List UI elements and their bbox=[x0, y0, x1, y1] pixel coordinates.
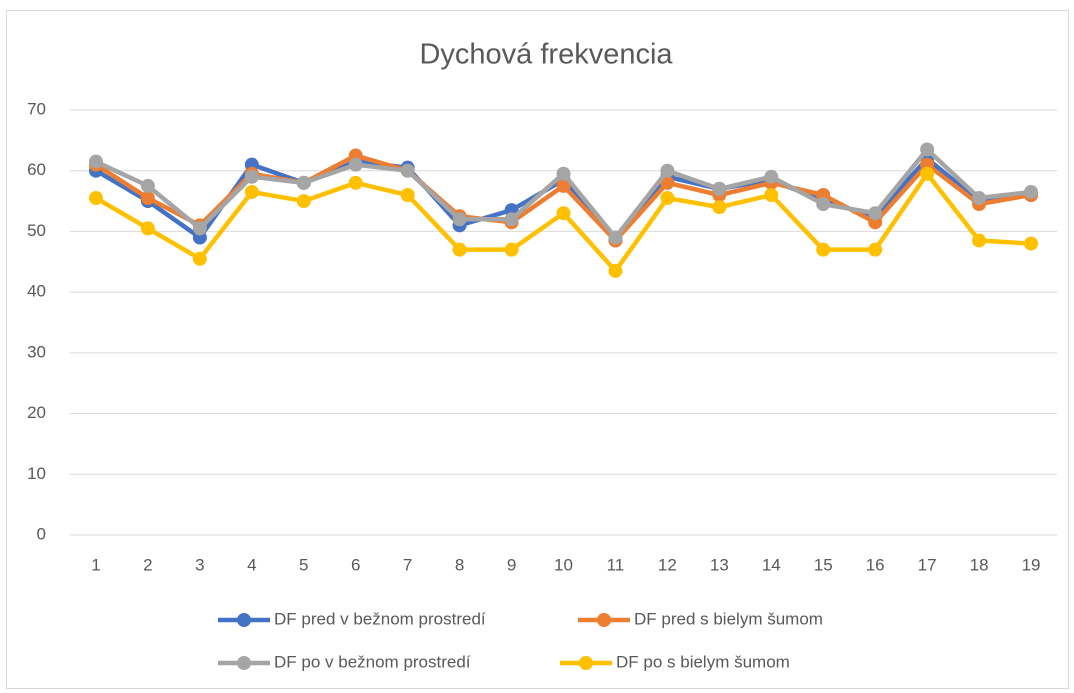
data-point bbox=[296, 175, 311, 190]
data-point bbox=[556, 206, 571, 221]
data-point bbox=[88, 191, 103, 206]
data-point bbox=[608, 230, 623, 245]
legend-marker bbox=[597, 613, 611, 627]
data-point bbox=[712, 181, 727, 196]
x-tick-label: 17 bbox=[918, 555, 937, 574]
data-point bbox=[192, 221, 207, 236]
y-tick-label: 40 bbox=[27, 282, 46, 301]
legend-label: DF po v bežnom prostredí bbox=[274, 652, 471, 671]
data-point bbox=[348, 175, 363, 190]
data-point bbox=[504, 242, 519, 257]
chart-title: Dychová frekvencia bbox=[419, 39, 673, 71]
legend-label: DF pred v bežnom prostredí bbox=[274, 609, 486, 628]
x-tick-label: 5 bbox=[299, 555, 308, 574]
data-point bbox=[504, 212, 519, 227]
data-point bbox=[140, 178, 155, 193]
data-point bbox=[452, 242, 467, 257]
legend-label: DF po s bielym šumom bbox=[616, 652, 790, 671]
data-point bbox=[972, 233, 987, 248]
data-point bbox=[1024, 236, 1039, 251]
data-point bbox=[244, 169, 259, 184]
data-point bbox=[920, 166, 935, 181]
data-point bbox=[556, 178, 571, 193]
x-tick-label: 10 bbox=[554, 555, 573, 574]
data-point bbox=[712, 200, 727, 215]
data-point bbox=[660, 191, 675, 206]
x-tick-label: 11 bbox=[607, 555, 625, 574]
x-tick-label: 4 bbox=[247, 555, 256, 574]
data-point bbox=[296, 194, 311, 209]
x-tick-label: 7 bbox=[403, 555, 412, 574]
x-tick-label: 2 bbox=[143, 555, 152, 574]
chart-frame bbox=[6, 10, 1069, 689]
data-point bbox=[816, 242, 831, 257]
x-tick-label: 16 bbox=[866, 555, 885, 574]
data-point bbox=[400, 188, 415, 202]
x-tick-label: 19 bbox=[1022, 555, 1041, 574]
y-tick-label: 50 bbox=[27, 221, 46, 240]
y-tick-label: 20 bbox=[27, 403, 46, 422]
x-tick-label: 18 bbox=[970, 555, 989, 574]
x-tick-label: 8 bbox=[455, 555, 464, 574]
data-point bbox=[88, 154, 103, 169]
x-tick-label: 3 bbox=[195, 555, 204, 574]
data-point bbox=[660, 163, 675, 178]
data-point bbox=[140, 191, 155, 206]
data-point bbox=[140, 221, 155, 236]
data-point bbox=[816, 197, 831, 212]
data-point bbox=[348, 157, 363, 172]
legend-marker bbox=[579, 656, 593, 670]
data-point bbox=[452, 212, 467, 227]
data-point bbox=[244, 184, 259, 199]
x-tick-label: 1 bbox=[91, 555, 100, 574]
x-tick-label: 14 bbox=[762, 555, 781, 574]
data-point bbox=[920, 142, 935, 157]
x-tick-label: 15 bbox=[814, 555, 833, 574]
x-tick-label: 12 bbox=[658, 555, 677, 574]
y-tick-label: 10 bbox=[27, 464, 46, 483]
data-point bbox=[400, 163, 415, 178]
x-tick-label: 13 bbox=[710, 555, 729, 574]
data-point bbox=[764, 169, 779, 184]
data-point bbox=[660, 175, 675, 190]
data-point bbox=[764, 188, 779, 202]
x-tick-label: 9 bbox=[507, 555, 516, 574]
y-tick-label: 70 bbox=[27, 99, 46, 118]
x-tick-label: 6 bbox=[351, 555, 360, 574]
y-tick-label: 60 bbox=[27, 160, 46, 179]
data-point bbox=[608, 263, 623, 278]
data-point bbox=[556, 166, 571, 181]
y-tick-label: 0 bbox=[37, 524, 46, 543]
data-point bbox=[1024, 184, 1039, 199]
legend-marker bbox=[237, 656, 251, 670]
data-point bbox=[868, 242, 883, 257]
y-tick-label: 30 bbox=[27, 342, 46, 361]
legend-label: DF pred s bielym šumom bbox=[634, 609, 823, 628]
data-point bbox=[972, 191, 987, 206]
legend-marker bbox=[237, 613, 251, 627]
data-point bbox=[192, 251, 207, 266]
data-point bbox=[868, 206, 883, 221]
